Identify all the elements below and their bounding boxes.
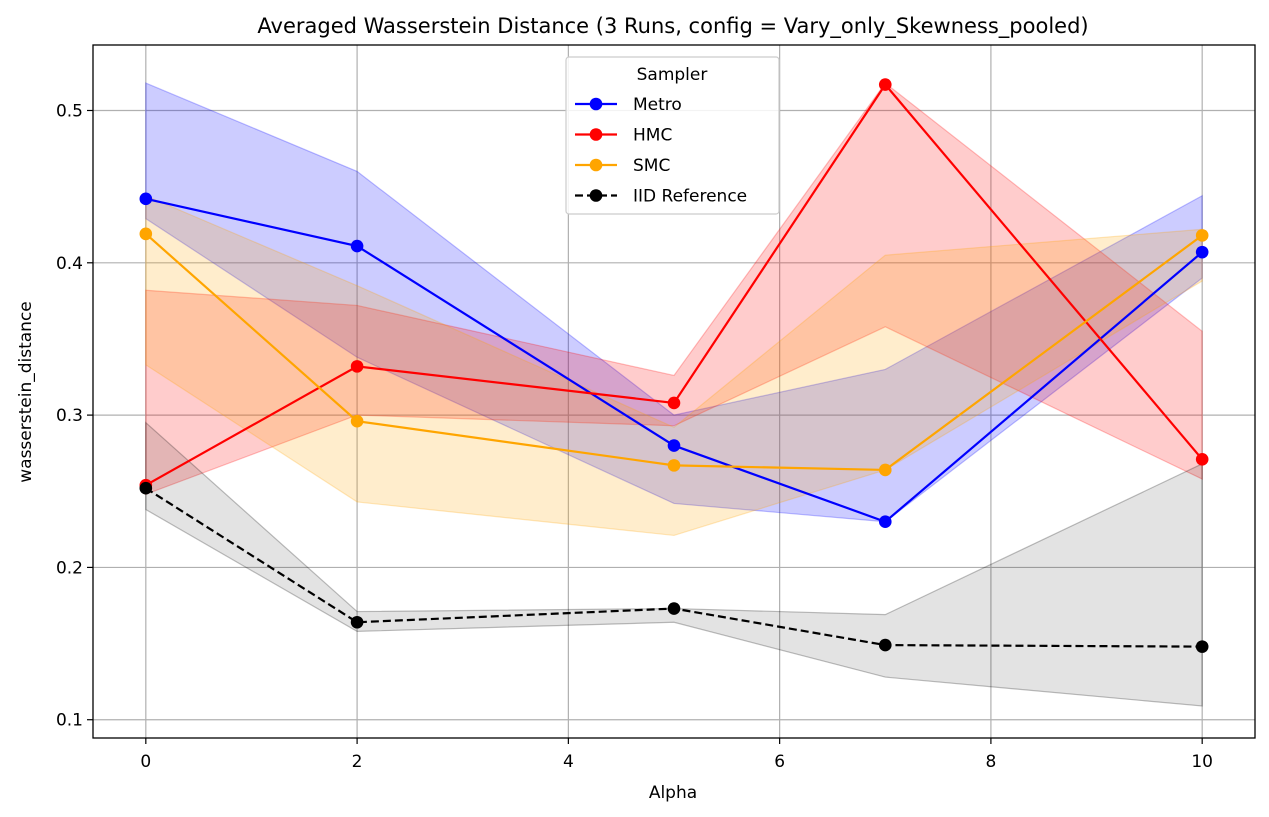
iid-reference-point	[1196, 640, 1209, 653]
y-tick-label: 0.2	[56, 558, 83, 578]
x-tick-label: 8	[985, 752, 996, 772]
y-tick-label: 0.4	[56, 254, 83, 274]
x-axis-label: Alpha	[649, 783, 697, 803]
iid-reference-point	[140, 482, 153, 495]
legend-marker-iid-reference	[590, 189, 603, 202]
smc-point	[879, 464, 892, 477]
hmc-point	[1196, 453, 1209, 466]
legend-label-iid-reference: IID Reference	[633, 187, 747, 207]
metro-point	[879, 515, 892, 528]
smc-point	[1196, 229, 1209, 242]
metro-point	[140, 193, 153, 206]
y-tick-label: 0.1	[56, 711, 83, 731]
x-tick-label: 0	[140, 752, 151, 772]
hmc-point	[351, 360, 364, 373]
x-tick-label: 10	[1191, 752, 1213, 772]
iid-reference-point	[351, 616, 364, 629]
x-tick-label: 4	[563, 752, 574, 772]
legend-marker-metro	[590, 98, 603, 111]
iid-reference-point	[668, 602, 681, 615]
legend-title: Sampler	[637, 65, 708, 85]
iid-reference-point	[879, 639, 892, 652]
smc-point	[140, 228, 153, 241]
metro-point	[668, 439, 681, 452]
metro-point	[1196, 246, 1209, 259]
y-tick-label: 0.3	[56, 406, 83, 426]
x-tick-label: 2	[352, 752, 363, 772]
legend: Sampler Metro HMC SMC IID Reference	[566, 57, 779, 214]
legend-label-hmc: HMC	[633, 126, 672, 146]
chart-title: Averaged Wasserstein Distance (3 Runs, c…	[257, 14, 1088, 39]
hmc-point	[668, 397, 681, 410]
x-tick-label: 6	[774, 752, 785, 772]
legend-label-metro: Metro	[633, 95, 682, 115]
legend-marker-smc	[590, 159, 603, 172]
smc-point	[668, 459, 681, 472]
hmc-point	[879, 78, 892, 91]
y-tick-label: 0.5	[56, 101, 83, 121]
metro-point	[351, 240, 364, 253]
smc-point	[351, 415, 364, 428]
legend-label-smc: SMC	[633, 156, 670, 176]
legend-marker-hmc	[590, 128, 603, 141]
y-axis-label: wasserstein_distance	[16, 301, 36, 483]
